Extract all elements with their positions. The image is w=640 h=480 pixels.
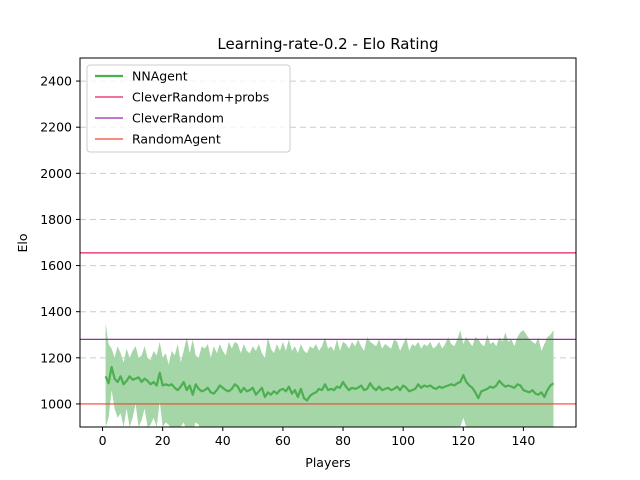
x-tick-label: 40	[215, 433, 231, 448]
legend-entry-label: CleverRandom+probs	[132, 90, 269, 105]
y-tick-label: 1000	[40, 396, 72, 411]
x-tick-label: 0	[99, 433, 107, 448]
y-tick-label: 2200	[40, 120, 72, 135]
x-axis: 0 20 40 60 80 100 120 140	[99, 427, 535, 448]
y-tick-label: 1400	[40, 304, 72, 319]
x-tick-label: 120	[451, 433, 475, 448]
y-tick-label: 1800	[40, 212, 72, 227]
legend-entry-label: CleverRandom	[132, 111, 224, 126]
axes-frame	[79, 57, 577, 428]
x-tick-label: 20	[155, 433, 171, 448]
legend-entry-label: NNAgent	[132, 69, 188, 84]
y-tick-label: 1600	[40, 258, 72, 273]
legend-entry-label: RandomAgent	[132, 132, 221, 147]
x-tick-label: 140	[511, 433, 535, 448]
nnagent-confidence-band	[105, 323, 554, 427]
y-axis-label: Elo	[15, 233, 30, 252]
x-tick-label: 60	[275, 433, 291, 448]
y-axis: 1000 1200 1400 1600 1800 2000 2200 2400	[40, 74, 80, 411]
plot-area	[80, 252, 576, 427]
series-nnagent-line	[104, 365, 555, 402]
y-tick-label: 2400	[40, 74, 72, 89]
y-tick-label: 1200	[40, 350, 72, 365]
x-tick-label: 100	[391, 433, 415, 448]
legend-box	[86, 64, 291, 153]
x-tick-label: 80	[335, 433, 351, 448]
x-axis-label: Players	[305, 455, 350, 470]
chart-title: Learning-rate-0.2 - Elo Rating	[217, 35, 438, 53]
y-tick-label: 2000	[40, 166, 72, 181]
legend: NNAgent CleverRandom+probs CleverRandom Ran…	[86, 64, 291, 153]
